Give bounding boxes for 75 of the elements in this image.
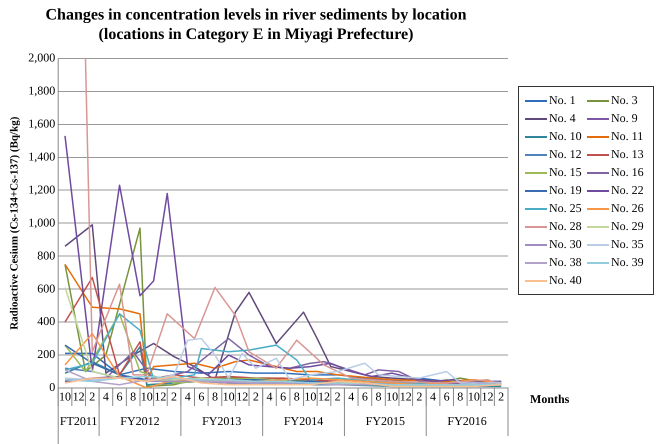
x-tick-label: 8: [376, 389, 382, 404]
legend-label: No. 3: [611, 93, 638, 108]
y-tick-label: 400: [37, 314, 56, 328]
legend-label: No. 12: [549, 147, 582, 162]
x-tick-label: 4: [348, 389, 354, 404]
x-tick-label: 12: [236, 389, 248, 404]
x-tick-label: 12: [72, 389, 85, 404]
x-tick-label: 8: [294, 389, 300, 404]
x-tick-label: 12: [318, 389, 330, 404]
text: FY2012: [120, 414, 160, 428]
x-tick-label: 6: [444, 389, 450, 404]
legend-label: No. 19: [549, 183, 582, 198]
text: FY2014: [284, 414, 324, 428]
chart-subtitle: (locations in Category E in Miyagi Prefecture): [98, 26, 414, 43]
y-tick-label: 0: [49, 380, 56, 394]
x-tick-label: 6: [198, 389, 204, 404]
legend-label: No. 10: [549, 129, 582, 144]
x-tick-label: 10: [468, 389, 480, 404]
y-tick-label: 2,000: [28, 50, 56, 65]
x-tick-label: 10: [140, 389, 153, 404]
x-tick-label: 12: [482, 389, 494, 404]
x-tick-label: 12: [400, 389, 412, 404]
x-tick-label: 10: [304, 389, 316, 404]
y-tick-label: 1,200: [28, 182, 56, 196]
x-tick-label: 10: [386, 389, 398, 404]
legend-label: No. 9: [611, 111, 638, 126]
x-tick-label: 10: [59, 389, 72, 404]
legend-label: No. 30: [549, 237, 582, 252]
y-tick-label: 1,600: [28, 116, 56, 130]
x-tick-label: 12: [154, 389, 166, 404]
legend-label: No. 11: [611, 129, 644, 144]
x-tick-label: 2: [89, 389, 96, 404]
legend-label: No. 40: [549, 273, 582, 288]
x-tick-label: 10: [222, 389, 235, 404]
x-tick-label: 8: [130, 389, 136, 404]
x-tick-label: 4: [266, 389, 272, 404]
x-axis-title: Months: [530, 392, 570, 406]
x-tick-label: 6: [362, 389, 368, 404]
legend-label: No. 4: [549, 111, 576, 126]
legend-label: No. 1: [549, 93, 576, 108]
legend-label: No. 15: [549, 165, 582, 180]
chart-title: Changes in concentration levels in river sediments by location: [45, 6, 467, 24]
legend-label: No. 25: [549, 201, 582, 216]
legend-label: No. 38: [549, 255, 582, 270]
y-tick-label: 1,000: [28, 215, 56, 230]
legend-label: No. 13: [611, 147, 644, 162]
legend-label: No. 35: [611, 237, 644, 252]
legend-label: No. 29: [611, 219, 644, 234]
y-tick-label: 200: [37, 347, 56, 362]
y-tick-label: 1,800: [28, 84, 56, 98]
x-tick-label: 2: [334, 389, 341, 404]
y-axis-title: Radioactive Cesium (Cs-134+Cs-137) (Bq/kg): [8, 116, 20, 330]
legend-label: No. 28: [549, 219, 582, 234]
x-tick-label: 4: [102, 389, 109, 404]
text: FT2011: [60, 414, 98, 428]
x-tick-label: 2: [498, 389, 504, 404]
text: FY2013: [202, 414, 242, 428]
x-tick-label: 8: [457, 389, 464, 404]
x-tick-label: 2: [416, 389, 422, 404]
legend-label: No. 26: [611, 201, 644, 216]
text: FY2015: [366, 414, 405, 428]
x-tick-label: 2: [252, 389, 259, 404]
legend-label: No. 39: [611, 255, 644, 270]
x-tick-label: 2: [171, 389, 178, 404]
x-tick-label: 8: [212, 389, 218, 404]
y-tick-label: 600: [37, 281, 56, 296]
x-tick-label: 4: [430, 389, 436, 404]
x-tick-label: 6: [116, 389, 123, 404]
y-tick-label: 1,400: [28, 149, 56, 164]
text: FY2016: [447, 414, 487, 428]
x-tick-label: 4: [184, 389, 191, 404]
y-tick-label: 800: [37, 248, 56, 262]
x-tick-label: 6: [280, 389, 286, 404]
legend-label: No. 22: [611, 183, 644, 198]
legend-label: No. 16: [611, 165, 644, 180]
